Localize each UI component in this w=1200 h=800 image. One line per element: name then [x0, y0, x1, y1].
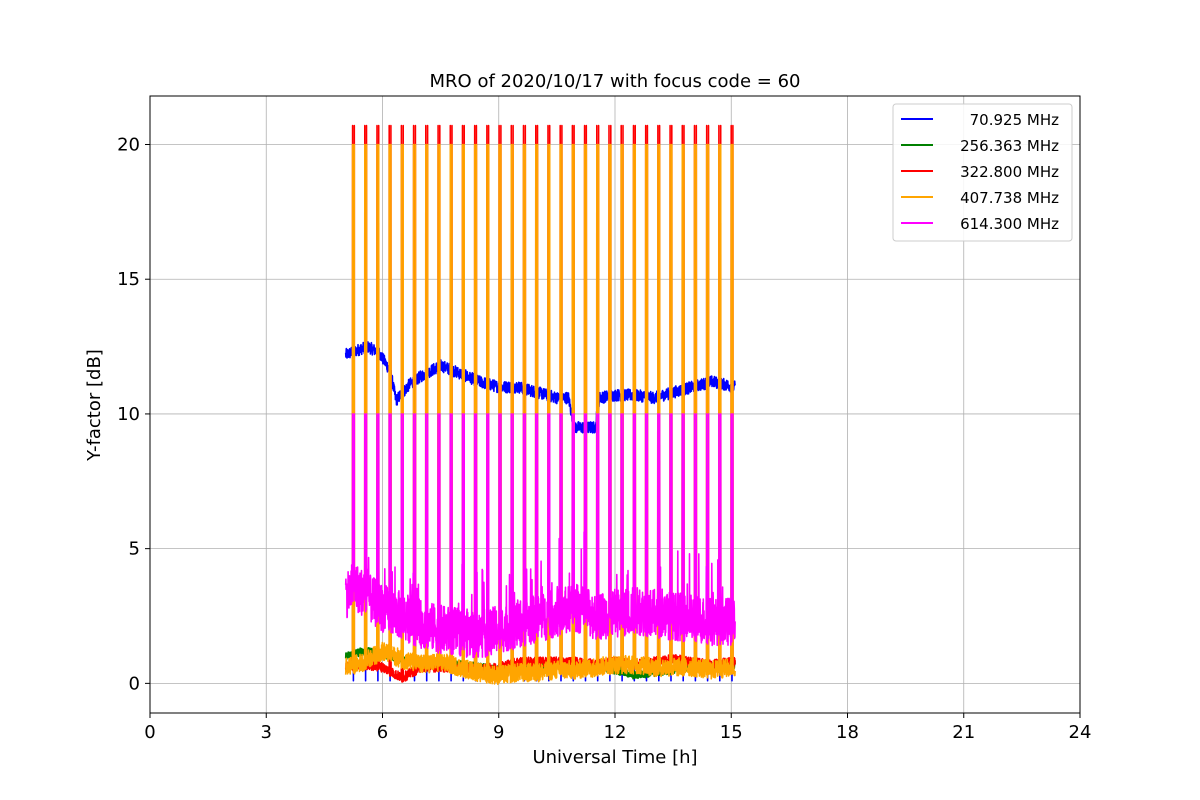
- legend-label: 322.800 MHz: [960, 163, 1059, 181]
- x-tick-label: 9: [493, 722, 504, 743]
- chart-title: MRO of 2020/10/17 with focus code = 60: [430, 71, 801, 92]
- legend-label: 70.925 MHz: [970, 111, 1059, 129]
- x-tick-label: 12: [604, 722, 627, 743]
- x-axis-label: Universal Time [h]: [532, 747, 697, 768]
- series-layer: [344, 124, 736, 686]
- legend-box: [892, 103, 1073, 242]
- y-tick-label: 15: [117, 269, 140, 290]
- y-tick-label: 0: [129, 673, 140, 694]
- y-axis-label: Y-factor [dB]: [84, 349, 105, 462]
- series-line: [344, 143, 736, 686]
- x-tick-label: 24: [1069, 722, 1092, 743]
- y-tick-label: 5: [129, 539, 140, 560]
- x-tick-label: 6: [377, 722, 388, 743]
- x-tick-label: 15: [720, 722, 743, 743]
- x-tick-label: 21: [952, 722, 975, 743]
- tick-layer: 0 3 6 9 12 15 18 21 24 0 5 10 15 20: [117, 134, 1091, 743]
- legend-label: 407.738 MHz: [960, 189, 1059, 207]
- x-tick-label: 3: [261, 722, 272, 743]
- legend-label: 256.363 MHz: [960, 137, 1059, 155]
- y-tick-label: 20: [117, 134, 140, 155]
- series-line: [344, 413, 736, 659]
- x-tick-label: 0: [144, 722, 155, 743]
- x-tick-label: 18: [836, 722, 859, 743]
- legend: 70.925 MHz 256.363 MHz 322.800 MHz 407.738 …: [892, 103, 1073, 242]
- y-tick-label: 10: [117, 404, 140, 425]
- legend-label: 614.300 MHz: [960, 215, 1059, 233]
